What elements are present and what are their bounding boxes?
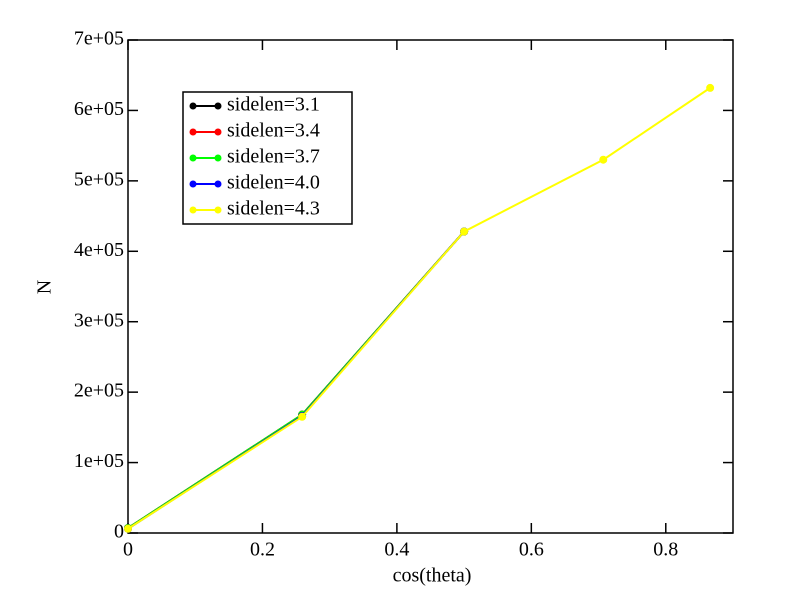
series-line [127, 230, 465, 530]
series-line [127, 230, 465, 529]
x-tick-label: 0.2 [250, 539, 275, 561]
legend-marker [214, 180, 222, 188]
y-tick-label: 0 [114, 521, 124, 543]
y-tick-label: 4e+05 [74, 239, 124, 261]
legend-label: sidelen=3.7 [227, 146, 320, 168]
legend-marker [189, 128, 197, 136]
legend-label: sidelen=4.3 [227, 198, 320, 220]
x-tick-label: 0 [123, 539, 133, 561]
x-axis-label: cos(theta) [393, 565, 472, 587]
data-point [460, 227, 469, 236]
legend-marker [214, 154, 222, 162]
data-point [124, 524, 132, 533]
legend-marker [189, 102, 197, 110]
y-tick-label: 3e+05 [74, 309, 124, 331]
y-tick-label: 5e+05 [74, 168, 124, 190]
x-tick-label: 0.6 [519, 539, 544, 561]
legend-marker [214, 102, 222, 110]
plot-frame [127, 39, 734, 534]
x-tick-label: 0.8 [653, 539, 678, 561]
y-tick-label: 2e+05 [74, 380, 124, 402]
series-line [127, 230, 465, 529]
y-axis-label: N [34, 280, 56, 294]
legend-label: sidelen=4.0 [227, 172, 320, 194]
y-tick-label: 7e+05 [74, 28, 124, 50]
y-tick-label: 6e+05 [74, 98, 124, 120]
data-point [706, 83, 715, 92]
legend-label: sidelen=3.4 [227, 120, 320, 142]
data-point [599, 155, 608, 164]
series-line [127, 230, 465, 529]
legend-marker [189, 180, 197, 188]
legend-marker [214, 206, 222, 214]
y-tick-label: 1e+05 [74, 450, 124, 472]
x-tick-label: 0.4 [384, 539, 409, 561]
data-point [298, 412, 307, 421]
legend-marker [214, 128, 222, 136]
legend-marker [189, 206, 197, 214]
legend-label: sidelen=3.1 [227, 94, 320, 116]
legend-marker [189, 154, 197, 162]
